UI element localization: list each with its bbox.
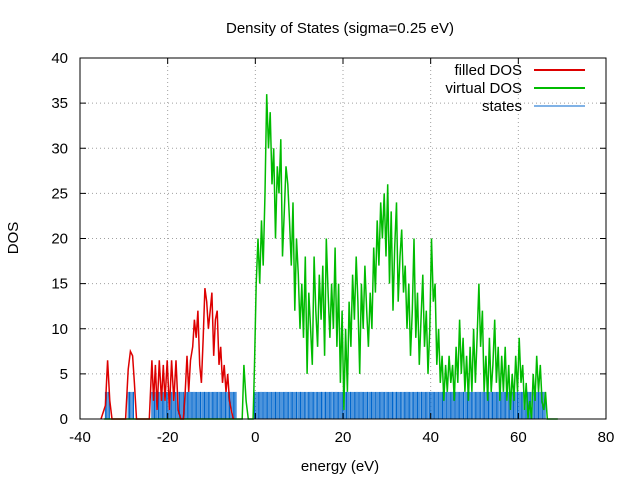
legend-label-virtual-dos: virtual DOS [445,80,522,97]
x-tick-label: -20 [157,429,179,446]
x-tick-label: 20 [335,429,352,446]
states-sticks [104,391,546,419]
axis-ticks: -40 -20 0 20 40 60 80 0 5 10 15 20 25 30 35 40 [51,50,614,446]
x-tick-label: -40 [69,429,91,446]
y-tick-label: 25 [51,185,68,202]
x-tick-label: 80 [598,429,615,446]
y-tick-label: 0 [60,411,68,428]
plot-area [100,94,558,420]
y-axis-label: DOS [5,222,22,255]
y-tick-label: 35 [51,95,68,112]
chart-title: Density of States (sigma=0.25 eV) [226,20,454,37]
y-tick-label: 10 [51,321,68,338]
x-tick-label: 0 [251,429,259,446]
y-tick-label: 40 [51,50,68,67]
y-tick-label: 5 [60,366,68,383]
virtual-dos-line [104,94,558,420]
x-tick-label: 40 [422,429,439,446]
legend-label-filled-dos: filled DOS [454,62,522,79]
filled-dos-line [100,288,235,420]
y-tick-label: 20 [51,231,68,248]
x-axis-label: energy (eV) [301,458,379,475]
y-tick-label: 30 [51,140,68,157]
y-tick-label: 15 [51,276,68,293]
x-tick-label: 60 [510,429,527,446]
legend-label-states: states [482,98,522,115]
